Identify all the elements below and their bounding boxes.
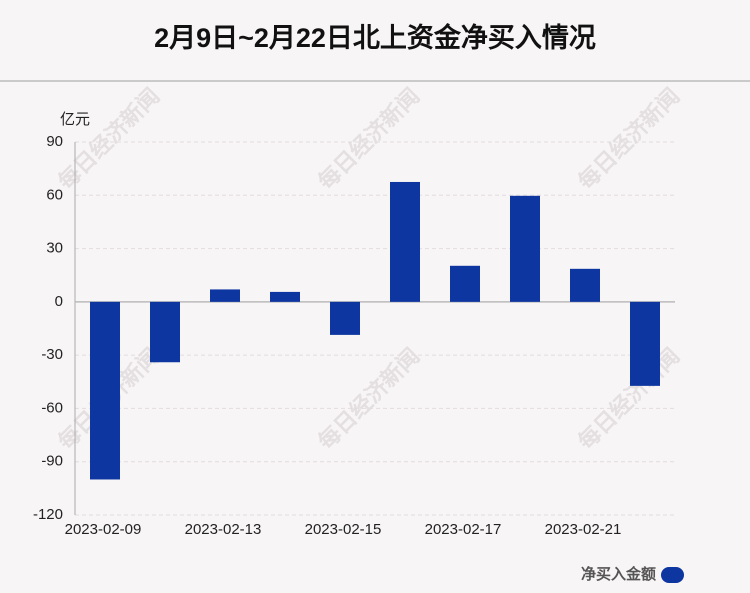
y-tick-label: -60 — [41, 399, 63, 416]
y-axis-unit: 亿元 — [60, 111, 90, 128]
y-tick-label: 90 — [46, 133, 63, 150]
y-tick-label: -90 — [41, 453, 63, 470]
bar — [510, 195, 540, 302]
bar — [570, 268, 600, 302]
x-tick-label: 2023-02-09 — [65, 521, 142, 538]
bar — [450, 265, 480, 302]
y-tick-label: -120 — [33, 506, 63, 523]
bar — [330, 301, 360, 335]
x-tick-label: 2023-02-13 — [185, 521, 262, 538]
legend-swatch — [661, 567, 684, 583]
plot-area: -120 -90 -60 -30 0 30 60 90 2023-02-09 2023-02-13… — [33, 133, 675, 538]
x-tick-label: 2023-02-15 — [305, 521, 382, 538]
y-tick-label: -30 — [41, 346, 63, 363]
y-tick-label: 60 — [46, 186, 63, 203]
legend-label: 净买入金额 — [581, 565, 656, 583]
chart-title: 2月9日~2月22日北上资金净买入情况 — [154, 22, 596, 53]
bar — [630, 301, 660, 386]
y-tick-label: 0 — [55, 293, 63, 310]
bar — [390, 181, 420, 302]
y-tick-label: 30 — [46, 240, 63, 257]
x-tick-label: 2023-02-17 — [425, 521, 502, 538]
bar — [270, 291, 300, 302]
bar — [210, 289, 240, 302]
bar — [90, 301, 120, 480]
x-tick-label: 2023-02-21 — [545, 521, 622, 538]
bar — [150, 301, 180, 363]
